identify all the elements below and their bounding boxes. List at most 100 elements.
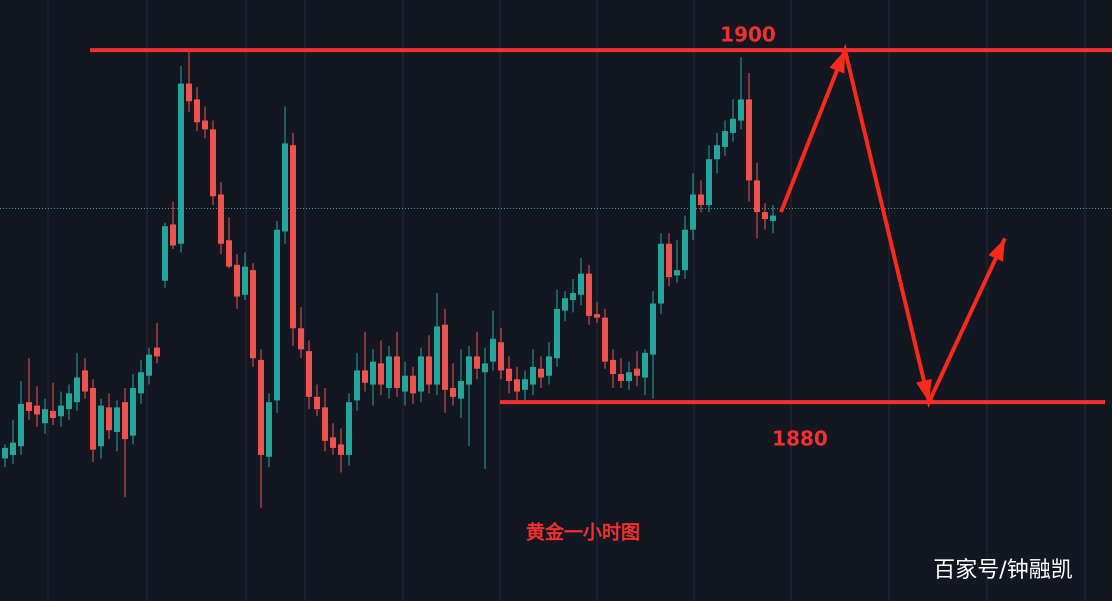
candle-body [386, 356, 392, 389]
candle-body [210, 129, 216, 197]
candle-body [2, 447, 8, 459]
candle-body [66, 393, 72, 410]
candle-body [298, 328, 304, 350]
candle-body [642, 352, 648, 378]
candle-body [258, 359, 264, 455]
candle-body [474, 356, 480, 369]
candle-body [706, 159, 712, 206]
candle-body [626, 372, 632, 382]
candle-body [530, 366, 536, 385]
candle-body [506, 368, 512, 382]
arrow-head [988, 238, 1005, 262]
candle-body [722, 131, 728, 147]
candle-body [418, 356, 424, 392]
plot: 1900 1880 [0, 23, 1112, 508]
candle-body [682, 229, 688, 271]
candle-body [218, 194, 224, 244]
candle-body [562, 298, 568, 311]
candle-body [370, 361, 376, 385]
candle-body [450, 388, 456, 397]
candle-body [610, 359, 616, 374]
candle-body [458, 381, 464, 399]
candle-body [130, 388, 136, 436]
candle-body [242, 266, 248, 295]
candle-body [314, 396, 320, 410]
candle-body [18, 403, 24, 447]
candle-body [514, 379, 520, 392]
candle-body [266, 402, 272, 457]
candle-body [274, 229, 280, 401]
candle-body [138, 372, 144, 394]
candle-body [170, 224, 176, 246]
candle-body [26, 402, 32, 411]
candle-body [50, 410, 56, 418]
candle-body [546, 356, 552, 376]
candle-body [570, 293, 576, 301]
candle-body [466, 356, 472, 385]
candle-body [58, 405, 64, 417]
level-label: 1880 [772, 427, 828, 451]
candle-body [394, 356, 400, 389]
candle-body [714, 145, 720, 160]
candle-body [578, 273, 584, 295]
candle-body [426, 356, 432, 385]
candle-body [594, 314, 600, 318]
candle-body [698, 194, 704, 206]
candle-body [602, 317, 608, 362]
candle-body [250, 270, 256, 359]
candle-body [738, 99, 744, 121]
candle-body [618, 373, 624, 382]
watermark: 百家号/钟融凯 [933, 558, 1072, 583]
candle-body [146, 354, 152, 376]
candle-body [194, 99, 200, 123]
candle-body [154, 347, 160, 357]
arrow-head [916, 378, 932, 403]
candle-body [330, 437, 336, 448]
candle-body [442, 324, 448, 390]
candle-body [402, 375, 408, 392]
candle-body [202, 120, 208, 130]
candle-body [74, 377, 80, 403]
candle-body [178, 83, 184, 244]
level-label: 1900 [720, 23, 776, 47]
candle-body [690, 194, 696, 230]
projection-path [779, 43, 1007, 409]
candle-body [226, 240, 232, 267]
candle-body [538, 368, 544, 378]
candle-body [354, 370, 360, 401]
candle-body [674, 270, 680, 276]
candle-body [754, 180, 760, 213]
candle-body [42, 409, 48, 424]
candle-body [554, 308, 560, 359]
candle-body [90, 388, 96, 450]
candle-body [746, 99, 752, 181]
candle-body [490, 338, 496, 362]
candle-body [346, 402, 352, 455]
candle-body [434, 326, 440, 385]
candle-body [98, 405, 104, 447]
candle-body [122, 402, 128, 440]
candle-body [322, 407, 328, 441]
candle-body [522, 379, 528, 390]
candle-body [114, 407, 120, 433]
candle-body [34, 405, 40, 415]
candle-body [282, 143, 288, 232]
candle-body [762, 212, 768, 220]
candle-body [234, 264, 240, 297]
candle-body [410, 375, 416, 394]
candle-body [586, 273, 592, 316]
candle-body [650, 303, 656, 355]
candle-body [482, 363, 488, 373]
candle-body [306, 351, 312, 397]
candle-body [106, 407, 112, 431]
candle-body [658, 243, 664, 304]
candle-body [338, 444, 344, 455]
arrow-head [829, 50, 845, 74]
chart-title: 黄金一小时图 [526, 521, 640, 544]
time-grid [47, 0, 1086, 601]
candle-body [10, 442, 16, 455]
candle-body [162, 226, 168, 281]
candle-body [186, 83, 192, 102]
candle-body [498, 342, 504, 371]
